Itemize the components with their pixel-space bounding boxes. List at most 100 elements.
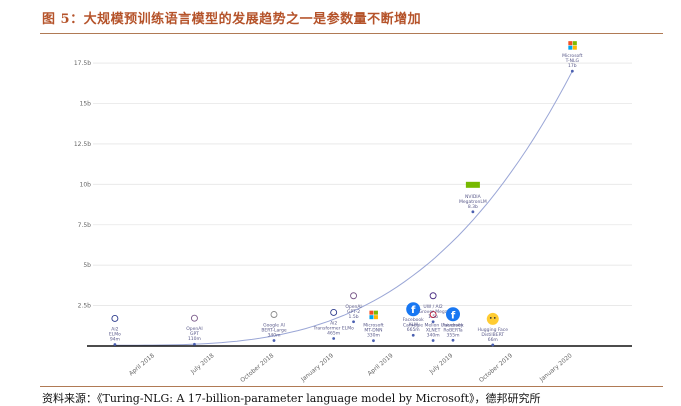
point-value-label: 665m <box>407 327 420 333</box>
svg-text:f: f <box>451 310 456 321</box>
x-tick-label: October 2018 <box>239 352 275 384</box>
y-tick-label: 2.5b <box>78 303 92 310</box>
point-org-label: Facebook <box>442 322 464 328</box>
figure-title: 图 5：大规模预训练语言模型的发展趋势之一是参数量不断增加 <box>42 12 422 27</box>
point-value-label: 110m <box>188 336 201 342</box>
x-tick-label: April 2018 <box>128 352 156 377</box>
point-model-label: XLNET <box>426 328 441 334</box>
y-tick-label: 7.5b <box>78 222 92 229</box>
point-org-label: Microsoft <box>562 53 583 59</box>
y-tick-label: 17.5b <box>74 60 91 67</box>
point-model-label: BERT-Large <box>261 328 287 334</box>
point-model-label: MegatronLM <box>459 199 487 205</box>
huggingface-logo-icon <box>486 312 499 325</box>
point-marker <box>411 333 415 337</box>
point-model-label: DistilBERT <box>481 332 504 338</box>
point-model-label: GPT <box>190 331 199 337</box>
point-model-label: XLM <box>408 322 418 328</box>
point-marker <box>372 339 375 343</box>
point-org-label: Ai2 <box>111 326 118 332</box>
x-axis-ticks: April 2018 July 2018 October 2018 January 2… <box>128 352 574 384</box>
point-model-label: RoBERTa <box>443 327 462 333</box>
point-org-label: Hugging Face <box>478 327 509 333</box>
point-value-label: 330m <box>367 333 380 339</box>
point-org-label: UW / AI2 <box>423 304 443 310</box>
point-marker <box>332 337 336 340</box>
point-org-label: OpenAI <box>345 304 361 310</box>
point-model-label: T-NLG <box>565 58 580 64</box>
point-marker <box>471 210 475 214</box>
y-tick-label: 10b <box>80 181 92 188</box>
x-tick-label: January 2020 <box>538 352 574 384</box>
x-tick-label: April 2019 <box>366 352 394 377</box>
source-rule <box>40 386 663 387</box>
point-value-label: 340m <box>268 333 281 339</box>
point-model-label: GPT-2 <box>347 309 360 315</box>
grid <box>93 62 632 306</box>
point-value-label: 17b <box>568 63 577 69</box>
point-org-label: Facebook <box>403 317 425 323</box>
facebook-logo-icon: f <box>406 302 421 317</box>
point-marker <box>113 343 117 346</box>
point-org-label: Microsoft <box>363 323 384 329</box>
point-marker <box>570 69 574 73</box>
point-org-label: Google AI <box>263 323 285 329</box>
cmu-logo-icon <box>429 311 437 318</box>
point-marker <box>491 343 495 347</box>
point-org-label: NVIDIA <box>465 194 482 200</box>
microsoft-logo-icon <box>369 310 378 320</box>
x-tick-label: October 2019 <box>478 352 514 384</box>
point-value-label: 94m <box>110 336 120 342</box>
point-value-label: 340m <box>427 333 440 339</box>
point-org-label: OpenAI <box>186 326 202 332</box>
x-tick-label: January 2019 <box>299 352 335 384</box>
uw-logo-icon <box>429 292 437 300</box>
x-tick-label: July 2019 <box>428 352 455 376</box>
point-marker <box>352 320 355 324</box>
title-rule <box>40 33 663 34</box>
ai2-logo-icon <box>330 309 338 316</box>
microsoft-logo-icon <box>568 41 577 50</box>
point-org-label: Carnegie Mellon University <box>403 323 464 329</box>
ai2-logo-icon <box>111 315 119 322</box>
point-value-label: 355m <box>447 332 460 338</box>
point-model-label: Grover-Mega <box>419 309 448 315</box>
point-org-label: Ai2 <box>330 320 337 326</box>
point-value-label: 1.5b <box>349 314 359 320</box>
point-value-label: 66m <box>488 337 498 343</box>
point-marker <box>451 338 455 342</box>
openai-logo-icon <box>350 292 358 300</box>
source-note: 资料来源：《Turing-NLG: A 17-billion-parameter… <box>42 392 541 405</box>
openai-logo-icon <box>190 314 198 322</box>
trend-curve <box>114 70 573 346</box>
point-value-label: 465m <box>327 330 340 336</box>
nvidia-logo-icon <box>465 181 480 188</box>
point-value-label: 8.3b <box>468 204 478 210</box>
point-marker <box>431 339 435 342</box>
y-tick-label: 5b <box>83 262 91 269</box>
point-model-label: ELMo <box>109 331 121 337</box>
point-marker <box>431 320 435 324</box>
point-model-label: Transformer ELMo <box>312 325 354 331</box>
y-tick-label: 12.5b <box>74 141 91 148</box>
y-tick-label: 15b <box>80 101 92 108</box>
point-model-label: MT-DNN <box>364 328 382 334</box>
point-marker <box>193 342 196 346</box>
facebook-logo-icon: f <box>446 307 460 322</box>
point-marker <box>272 339 276 342</box>
